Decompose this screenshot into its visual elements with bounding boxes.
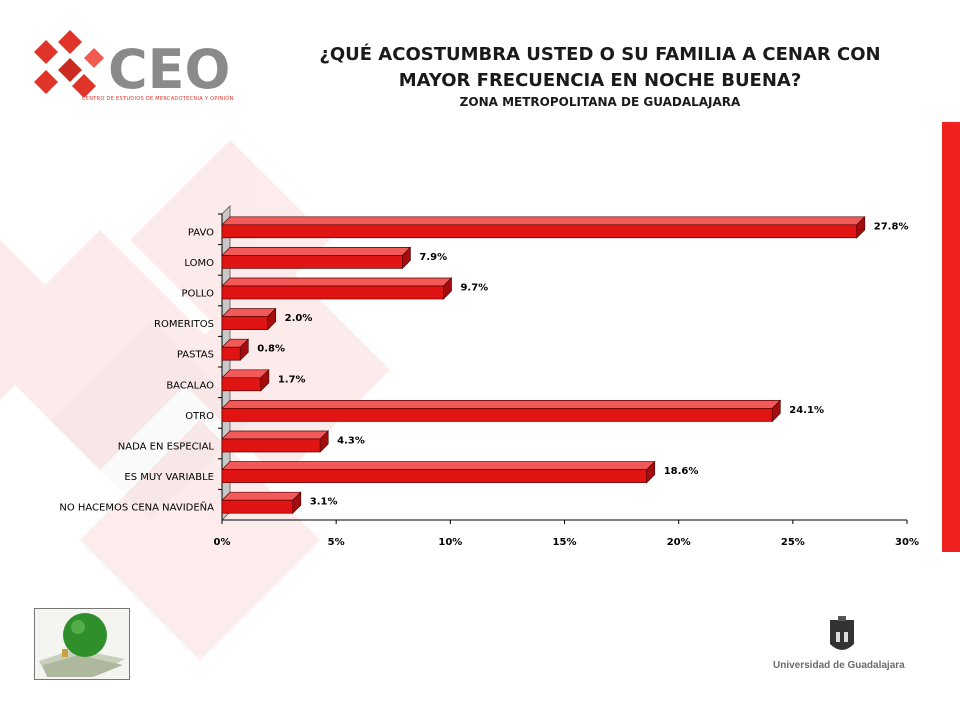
- chart-subtitle: ZONA METROPOLITANA DE GUADALAJARA: [459, 95, 741, 109]
- bar-side: [771, 399, 781, 423]
- category-label: PAVO: [188, 227, 214, 238]
- category-label: NADA EN ESPECIAL: [118, 442, 215, 453]
- bar-side: [319, 430, 329, 453]
- bar-top: [221, 430, 330, 440]
- bar-top: [221, 308, 277, 317]
- bar-top: [221, 247, 412, 256]
- x-tick-label: 5%: [328, 537, 345, 548]
- bar: [221, 255, 403, 269]
- x-tick-label: 20%: [667, 537, 691, 548]
- bar-side: [443, 277, 452, 300]
- bar-top: [221, 491, 302, 501]
- category-label: BACALAO: [166, 380, 214, 391]
- data-label: 2.0%: [285, 313, 313, 324]
- university-crest-icon: [830, 616, 854, 650]
- ceo-logo: CEO: [34, 30, 230, 101]
- x-tick-label: 25%: [781, 537, 805, 548]
- bar-side: [292, 491, 302, 515]
- bar: [221, 408, 773, 422]
- chart-title-line1: ¿QUÉ ACOSTUMBRA USTED O SU FAMILIA A CEN…: [319, 44, 881, 65]
- bar-side: [267, 307, 277, 331]
- category-label: POLLO: [181, 289, 214, 300]
- bar: [221, 377, 262, 392]
- christmas-ornament-thumbnail: [34, 608, 130, 680]
- accent-side-bar: [942, 122, 960, 552]
- category-label: PASTAS: [177, 350, 214, 361]
- bar-top: [221, 461, 656, 470]
- bar: [221, 316, 269, 330]
- bar-side: [239, 338, 249, 362]
- logo-tagline: CENTRO DE ESTUDIOS DE MERCADOTECNIA Y OP…: [82, 96, 234, 102]
- bar-side: [260, 368, 270, 392]
- christmas-ornament-icon: [39, 613, 125, 677]
- category-label: LOMO: [184, 258, 214, 269]
- bar-top: [221, 400, 782, 409]
- bar-top: [221, 277, 453, 287]
- bar: [221, 285, 444, 300]
- category-label: ROMERITOS: [154, 319, 214, 330]
- data-label: 7.9%: [419, 252, 447, 263]
- bar: [221, 469, 648, 483]
- data-label: 27.8%: [874, 221, 909, 232]
- bar: [221, 346, 241, 361]
- x-tick-label: 0%: [214, 537, 231, 548]
- data-label: 1.7%: [278, 374, 306, 385]
- red-diamond-cubes-icon: [34, 30, 104, 98]
- data-label: 24.1%: [789, 405, 824, 416]
- category-label: NO HACEMOS CENA NAVIDEÑA: [59, 501, 214, 514]
- data-label: 18.6%: [664, 466, 699, 477]
- bar: [221, 438, 321, 453]
- bar: [221, 224, 858, 239]
- bar-top: [221, 216, 866, 226]
- data-label: 4.3%: [337, 436, 365, 447]
- category-label: OTRO: [185, 411, 214, 422]
- x-tick-label: 15%: [553, 537, 577, 548]
- data-label: 9.7%: [460, 283, 488, 294]
- x-tick-label: 30%: [895, 537, 919, 548]
- logo-wordmark: CEO: [108, 38, 230, 101]
- university-name: Universidad de Guadalajara: [773, 660, 905, 671]
- data-label: 0.8%: [257, 344, 285, 355]
- bar: [221, 499, 294, 514]
- bar-side: [856, 215, 866, 239]
- category-label: ES MUY VARIABLE: [124, 472, 214, 483]
- x-tick-label: 10%: [438, 537, 462, 548]
- data-label: 3.1%: [310, 497, 338, 508]
- bar-side: [646, 460, 656, 484]
- bar-side: [402, 246, 411, 270]
- chart-title-line2: MAYOR FRECUENCIA EN NOCHE BUENA?: [398, 70, 802, 91]
